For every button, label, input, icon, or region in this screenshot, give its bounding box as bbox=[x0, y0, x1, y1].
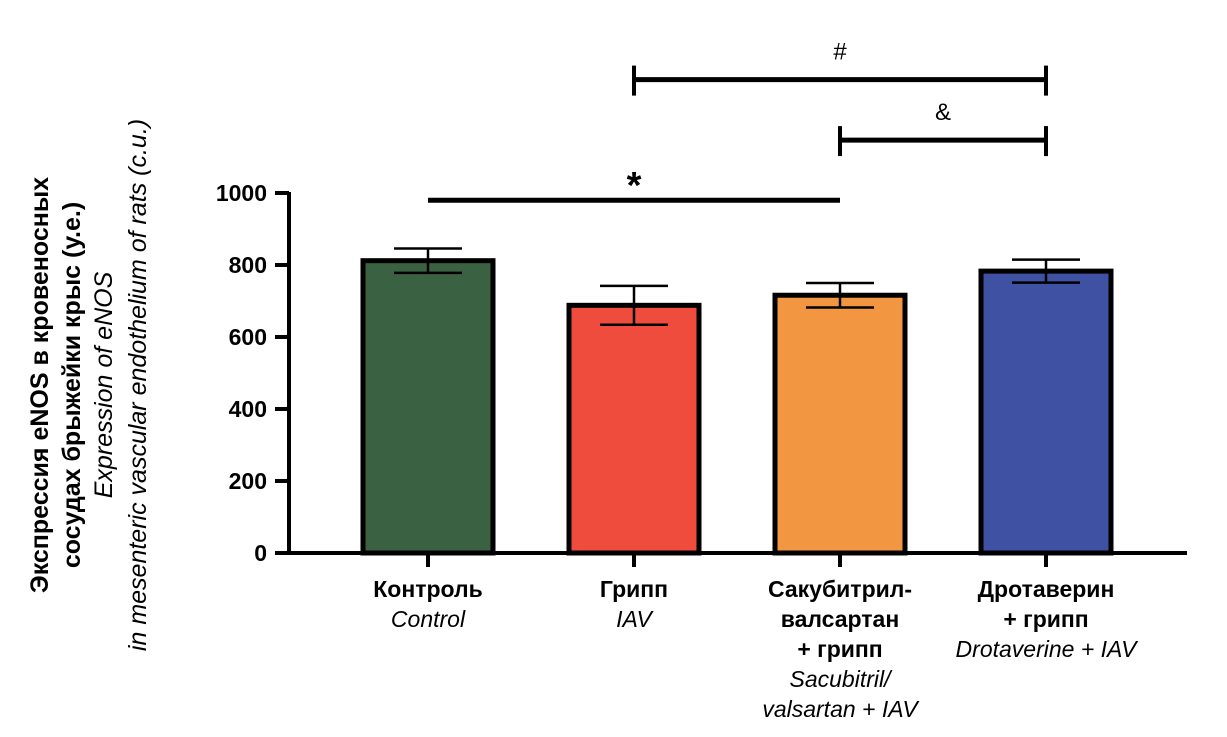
category-label-en: Drotaverine + IAV bbox=[956, 636, 1140, 662]
y-tick-label: 1000 bbox=[216, 180, 267, 206]
bar bbox=[978, 268, 1114, 556]
y-tick-label: 800 bbox=[229, 252, 267, 278]
bar bbox=[566, 302, 702, 556]
category-label-ru: Грипп bbox=[600, 576, 668, 602]
category-label-ru: Контроль bbox=[373, 576, 483, 602]
bar bbox=[772, 292, 908, 556]
category-label-en: valsartan + IAV bbox=[762, 696, 920, 722]
y-axis-title-ru: Экспрессия eNOS в кровеносных bbox=[26, 177, 54, 593]
y-tick-label: 200 bbox=[229, 468, 267, 494]
category-label-ru: Сакубитрил- bbox=[768, 576, 912, 602]
y-axis-title-ru: сосудах брыжейки крыс (у.е.) bbox=[58, 202, 86, 568]
category-label-en: Control bbox=[391, 606, 466, 632]
significance-label: & bbox=[935, 99, 951, 126]
y-tick-label: 400 bbox=[229, 396, 267, 422]
significance-label: # bbox=[833, 39, 847, 66]
category-label-ru: + грипп bbox=[1003, 606, 1088, 632]
category-label-ru: + грипп bbox=[797, 636, 882, 662]
significance-label: * bbox=[627, 165, 642, 207]
bar bbox=[360, 258, 496, 556]
category-label-en: Sacubitril/ bbox=[790, 666, 894, 692]
category-label-ru: валсартан bbox=[781, 606, 900, 632]
y-axis-title-en: in mesenteric vascular endothelium of ra… bbox=[124, 119, 152, 651]
category-label-en: IAV bbox=[616, 606, 654, 632]
y-tick-label: 600 bbox=[229, 324, 267, 350]
y-tick-label: 0 bbox=[254, 540, 267, 566]
y-axis-title-en: Expression of eNOS bbox=[90, 271, 118, 498]
category-label-ru: Дротаверин bbox=[978, 576, 1115, 602]
